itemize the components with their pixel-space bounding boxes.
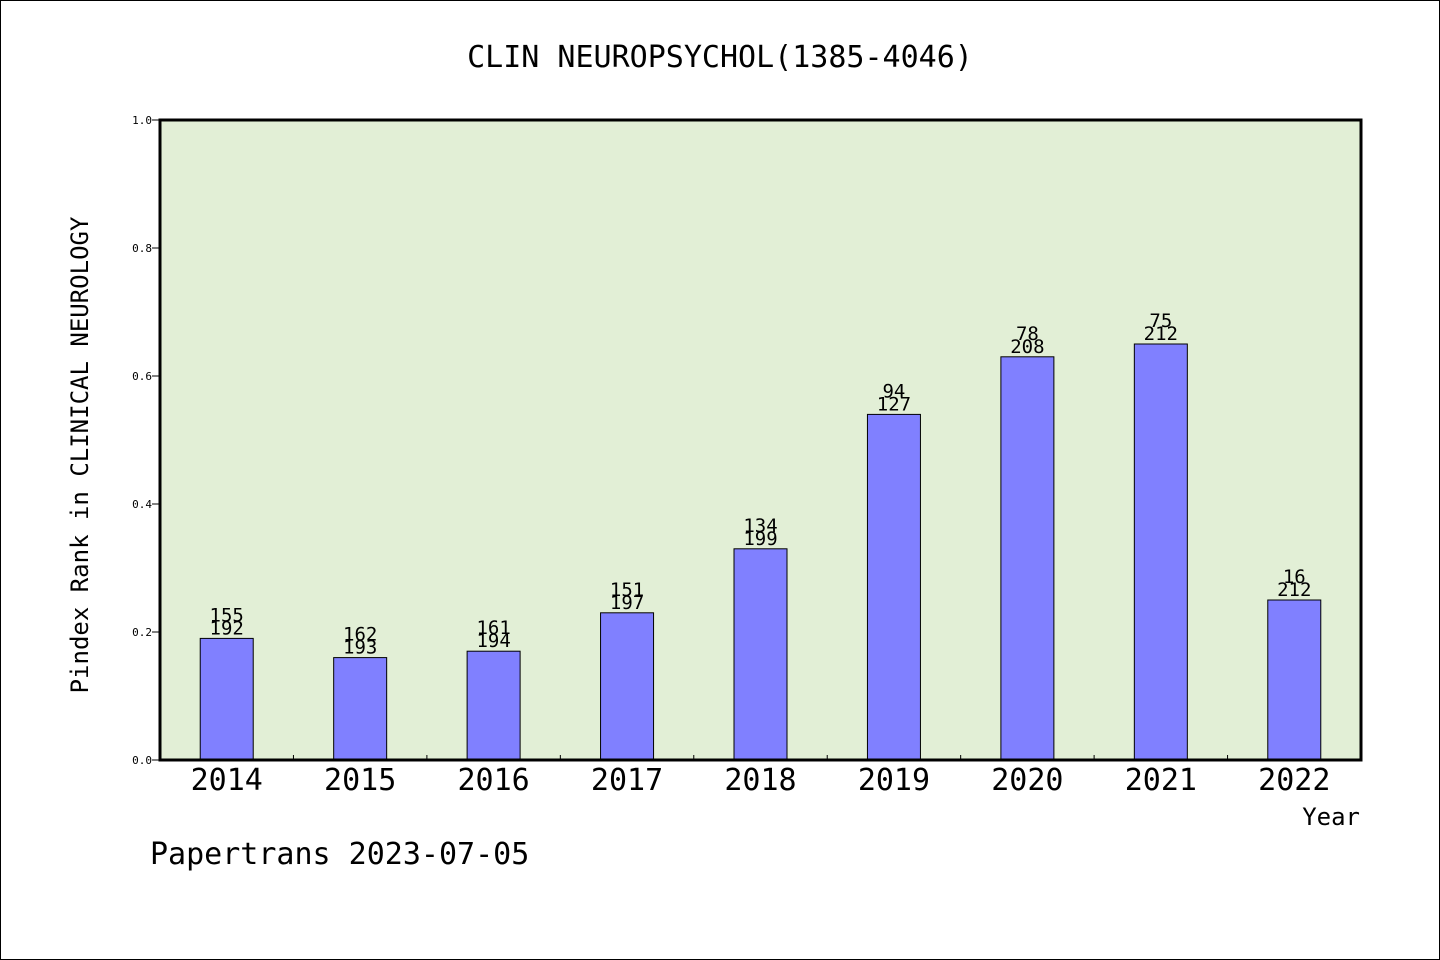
bar-total-label: 197: [610, 592, 644, 614]
bar: [866, 413, 921, 761]
bar-total-label: 127: [877, 393, 911, 415]
x-tick-label: 2019: [858, 763, 930, 798]
y-tick-label: 0.2: [132, 626, 152, 639]
x-tick-label: 2015: [324, 763, 396, 798]
bar-total-label: 193: [343, 637, 377, 659]
bar-rank-label: 94: [882, 380, 905, 402]
bar-rank-label: 78: [1016, 323, 1039, 345]
y-tick-label: 0.6: [132, 370, 152, 383]
bar: [733, 548, 788, 761]
x-tick-label: 2020: [991, 763, 1063, 798]
x-tick-label: 2022: [1258, 763, 1330, 798]
bar: [199, 637, 254, 761]
y-axis-ticks: 0.0 0.2 0.4 0.6 0.8 1.0: [132, 114, 160, 767]
bar-total-label: 212: [1144, 323, 1178, 345]
x-tick-label: 2016: [457, 763, 529, 798]
x-tick-label: 2021: [1125, 763, 1197, 798]
bar-rank-label: 134: [743, 515, 777, 537]
bar-total-label: 192: [210, 617, 244, 639]
bar-rank-label: 75: [1149, 310, 1172, 332]
bar-rank-label: 162: [343, 624, 377, 646]
bar-total-label: 212: [1277, 579, 1311, 601]
bar: [1267, 599, 1322, 761]
bar: [1000, 356, 1055, 761]
y-axis-label: Pindex Rank in CLINICAL NEUROLOGY: [66, 216, 94, 693]
bar: [466, 650, 521, 761]
bar-total-label: 208: [1010, 336, 1044, 358]
footer-text: Papertrans 2023-07-05: [150, 837, 529, 872]
bar-rank-label: 151: [610, 579, 644, 601]
y-tick-label: 0.8: [132, 242, 152, 255]
bar-rank-label: 161: [476, 617, 510, 639]
bar-rank-label: 16: [1283, 566, 1306, 588]
bar-total-label: 194: [476, 630, 510, 652]
bar-rank-label: 155: [210, 604, 244, 626]
plot-border: [158, 118, 1363, 762]
bar: [600, 612, 655, 761]
y-tick-label: 1.0: [132, 114, 152, 127]
x-tick-label: 2014: [191, 763, 263, 798]
bar: [1133, 343, 1188, 761]
x-axis-ticks: 2014 2015 2016 2017 2018 2019 2020 2021 2022: [191, 755, 1330, 798]
x-axis-label: Year: [1302, 803, 1360, 831]
bar: [333, 657, 388, 761]
chart-title: CLIN NEUROPSYCHOL(1385-4046): [467, 40, 973, 75]
x-tick-label: 2018: [724, 763, 796, 798]
x-tick-label: 2017: [591, 763, 663, 798]
y-tick-label: 0.0: [132, 754, 152, 767]
bar-total-label: 199: [743, 528, 777, 550]
y-tick-label: 0.4: [132, 498, 152, 511]
